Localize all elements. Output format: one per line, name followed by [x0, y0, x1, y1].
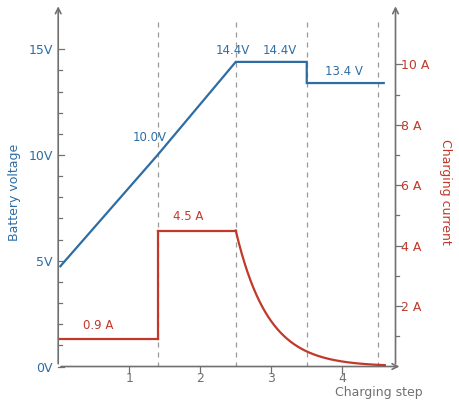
- X-axis label: Charging step: Charging step: [334, 386, 421, 399]
- Text: 0.9 A: 0.9 A: [83, 319, 113, 332]
- Text: 13.4 V: 13.4 V: [324, 65, 362, 78]
- Text: 14.4V: 14.4V: [215, 44, 250, 57]
- Text: 14.4V: 14.4V: [262, 44, 297, 57]
- Y-axis label: Charging current: Charging current: [438, 139, 451, 245]
- Text: 10.0V: 10.0V: [133, 131, 167, 145]
- Text: 4.5 A: 4.5 A: [173, 210, 203, 223]
- Y-axis label: Battery voltage: Battery voltage: [8, 143, 21, 241]
